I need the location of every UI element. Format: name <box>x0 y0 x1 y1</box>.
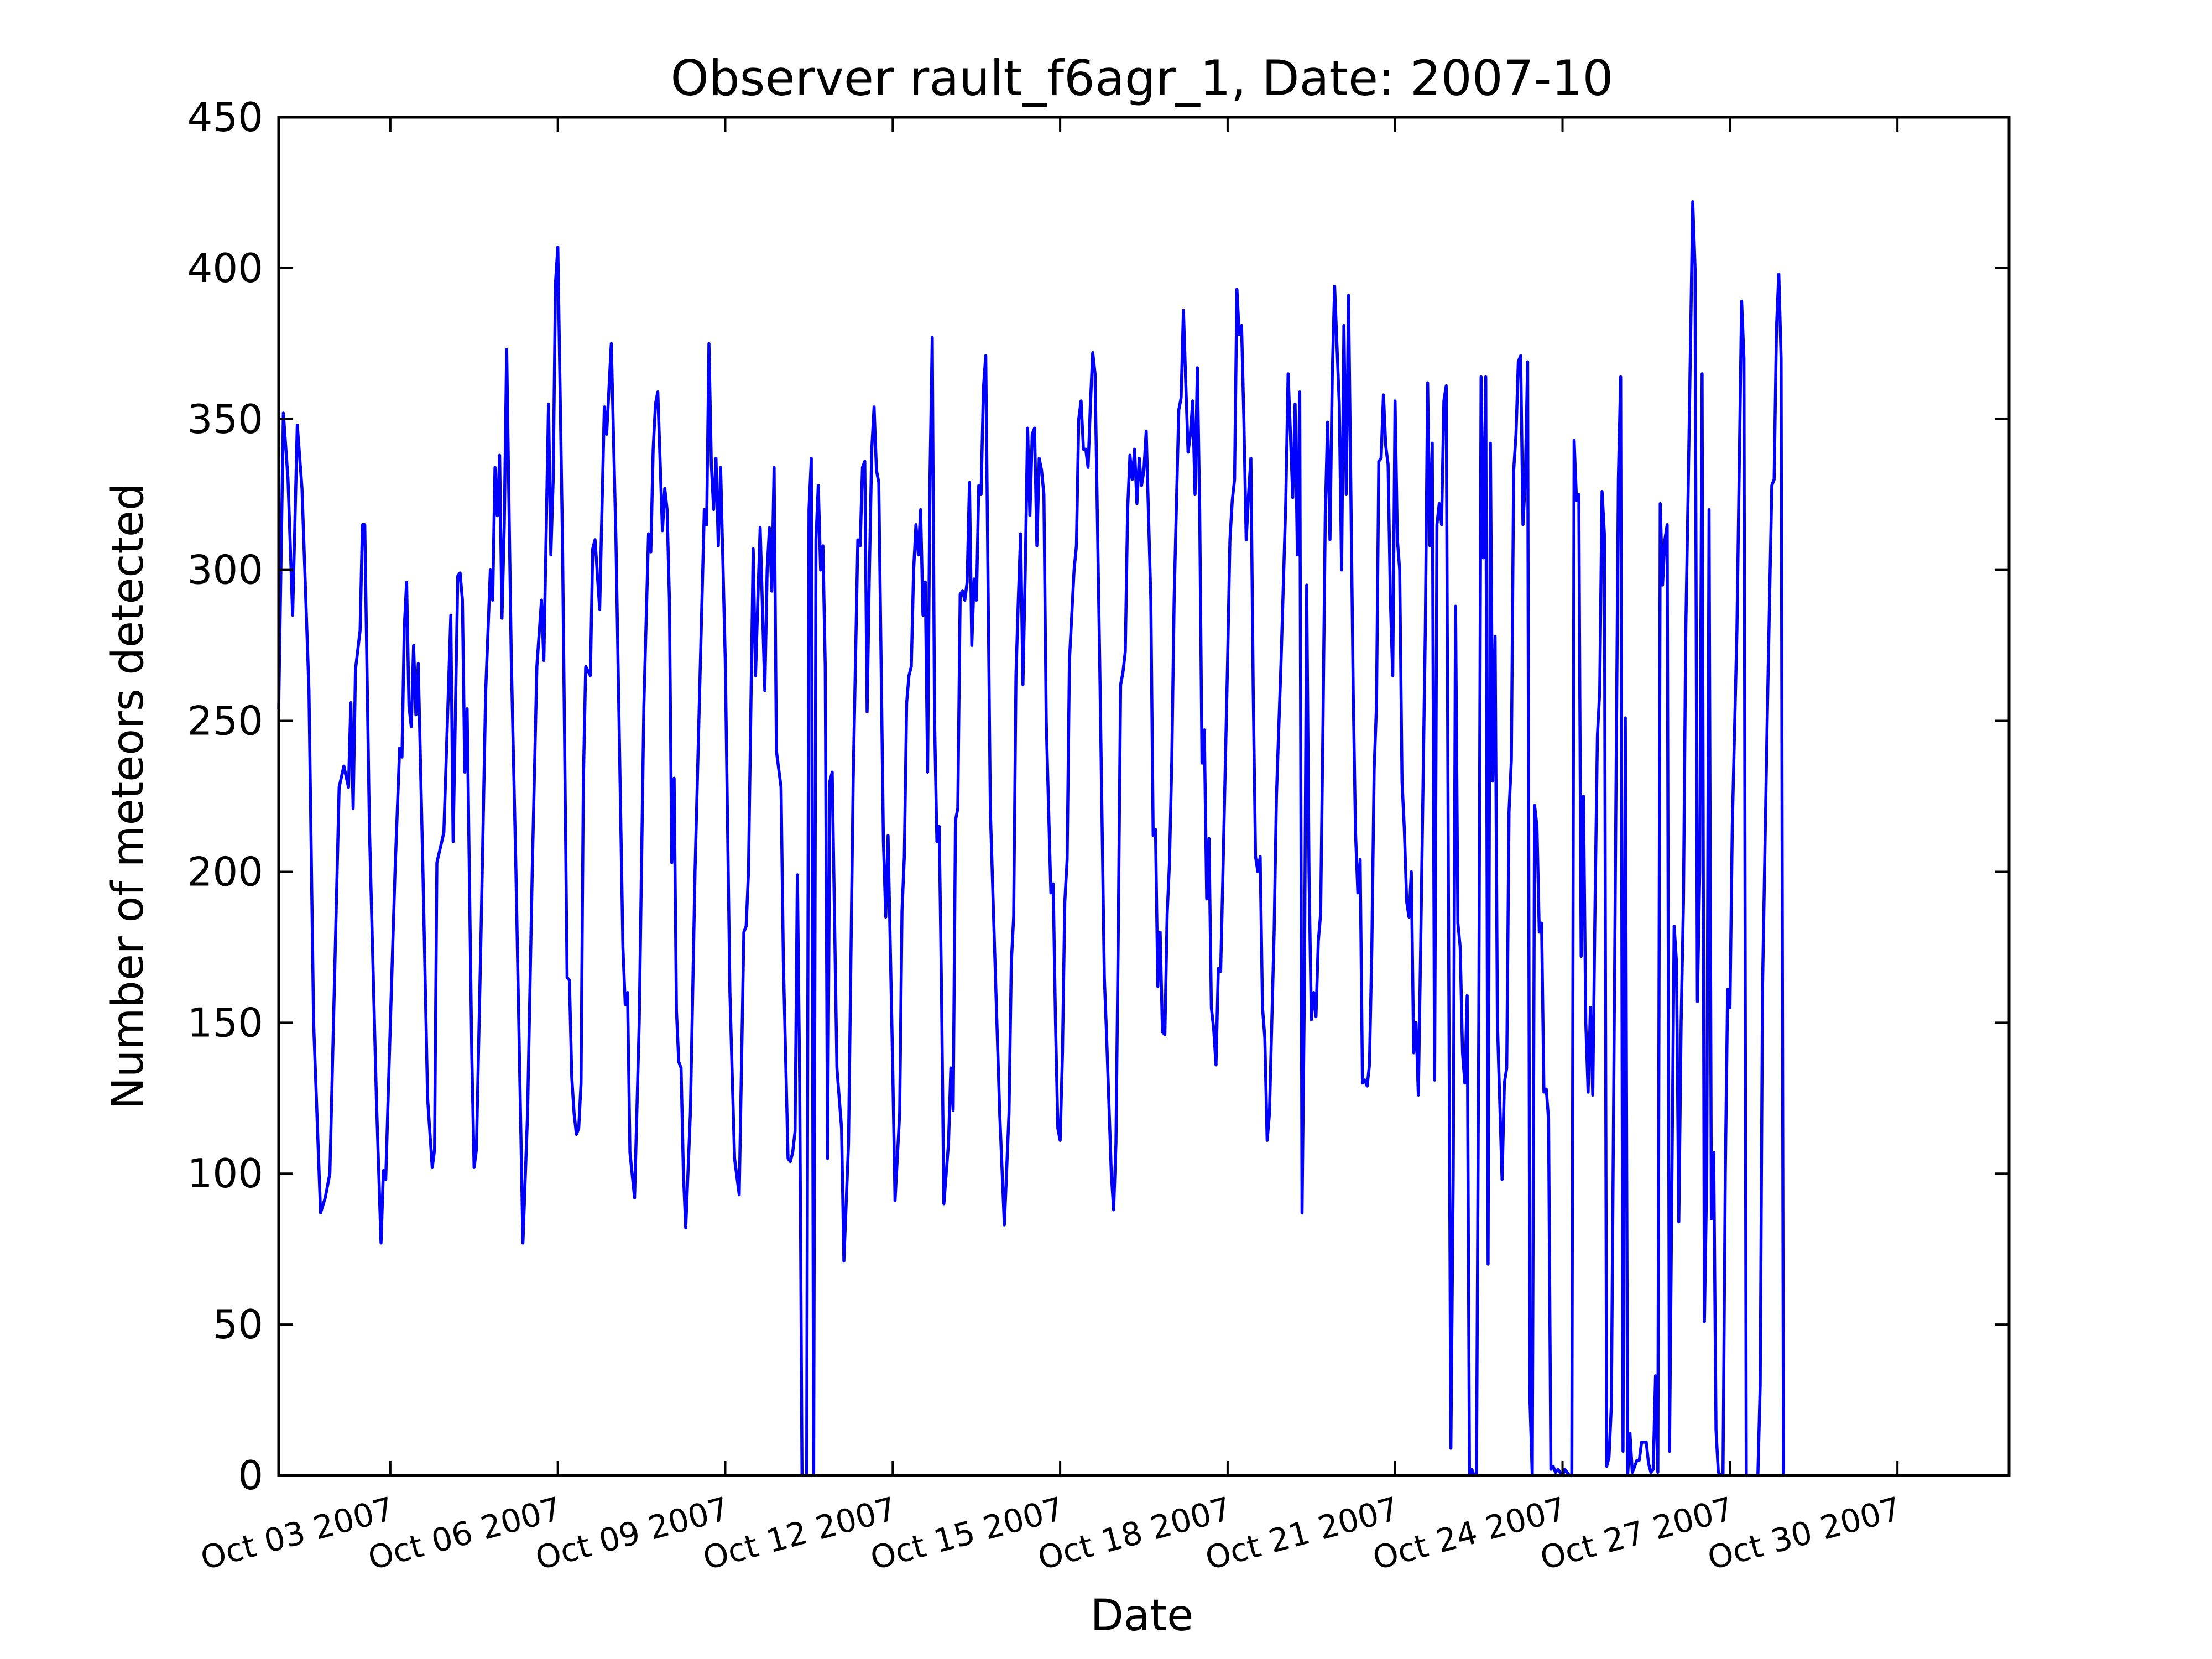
y-tick-label: 100 <box>187 1150 263 1197</box>
y-tick-label: 300 <box>187 547 263 593</box>
chart-title: Observer rault_f6agr_1, Date: 2007-10 <box>671 50 1614 107</box>
y-tick-label: 350 <box>187 396 263 442</box>
x-axis-label: Date <box>1091 1591 1193 1641</box>
y-tick-label: 150 <box>187 999 263 1046</box>
y-tick-label: 450 <box>187 94 263 140</box>
y-axis-label: Number of meteors detected <box>103 483 153 1110</box>
plot-area <box>277 200 1785 1477</box>
y-tick-label: 50 <box>212 1301 263 1348</box>
y-tick-label: 250 <box>187 698 263 744</box>
y-tick-label: 400 <box>187 245 263 291</box>
series-line <box>277 200 1785 1477</box>
y-axis: 0 50 100 150 200 250 300 350 400 450 <box>187 94 2009 1499</box>
plot-frame <box>277 116 2011 1477</box>
y-tick-label: 200 <box>187 848 263 895</box>
y-tick-label: 0 <box>238 1452 263 1499</box>
